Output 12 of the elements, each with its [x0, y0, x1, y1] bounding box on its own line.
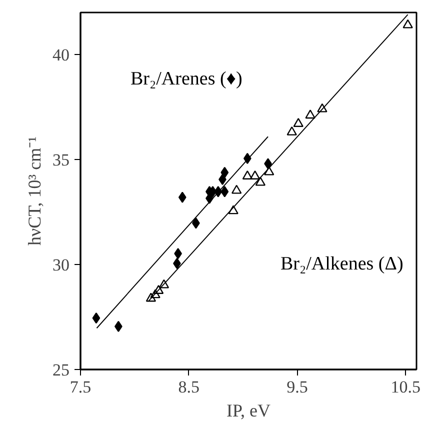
- x-tick-label: 8.5: [178, 378, 200, 396]
- y-tick-label: 25: [52, 360, 70, 380]
- annotation: Br₂/Alkenes (Δ): [280, 254, 404, 274]
- y-tick-label: 40: [52, 46, 70, 64]
- x-tick-label: 10.5: [390, 378, 421, 396]
- y-tick-label: 30: [52, 256, 70, 274]
- annotation: Br₂/Arenes (♦): [130, 68, 242, 90]
- y-tick-label: 35: [52, 150, 70, 170]
- x-tick-label: 9.5: [286, 378, 308, 396]
- x-tick-label: 7.5: [70, 378, 92, 396]
- x-axis-title: IP, eV: [226, 400, 270, 420]
- y-axis-title: hνCT, 10³ cm⁻¹: [24, 136, 44, 246]
